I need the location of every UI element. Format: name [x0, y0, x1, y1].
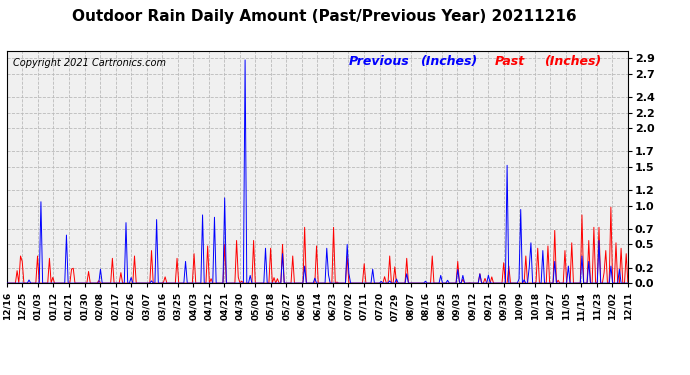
Text: (Inches): (Inches): [420, 55, 477, 68]
Text: Previous: Previous: [348, 55, 409, 68]
Text: Outdoor Rain Daily Amount (Past/Previous Year) 20211216: Outdoor Rain Daily Amount (Past/Previous…: [72, 9, 577, 24]
Text: (Inches): (Inches): [544, 55, 601, 68]
Text: Copyright 2021 Cartronics.com: Copyright 2021 Cartronics.com: [13, 58, 166, 68]
Text: Past: Past: [494, 55, 524, 68]
